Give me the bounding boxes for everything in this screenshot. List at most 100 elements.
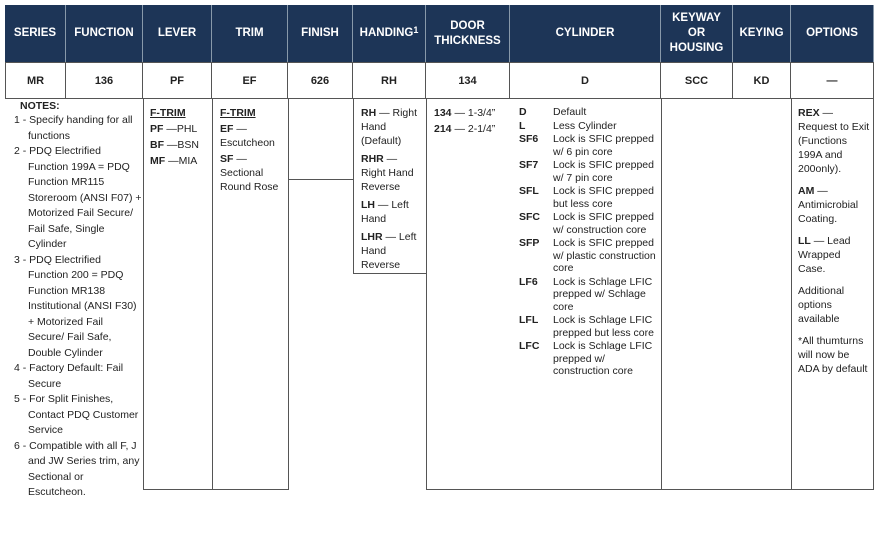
header-cell: TRIM (212, 5, 288, 62)
description: Less Cylinder (553, 119, 617, 132)
code: SFP (519, 237, 540, 249)
description: — Lead Wrapped Case. (798, 235, 851, 275)
description: Lock is SFIC prepped w/ construction cor… (553, 211, 654, 236)
trim-list: F-TRIM EF — Escutcheon SF — Sectional Roun… (220, 106, 286, 196)
cylinder-item: L Less Cylinder (519, 120, 659, 133)
example-cell: MR (5, 62, 66, 99)
code: D (519, 106, 527, 118)
option-item: 134 — 1-3/4” (434, 106, 514, 120)
code: SFL (519, 185, 539, 197)
code: 134 (434, 107, 452, 119)
header-cell: DOOR THICKNESS (426, 5, 510, 62)
description: Lock is SFIC prepped w/ 7 pin core (553, 159, 654, 184)
cylinder-item: SF6 Lock is SFIC prepped w/ 6 pin core (519, 133, 659, 158)
note: 2 - PDQ Electrified Function 199A = PDQ … (14, 145, 142, 250)
description: *All thumturns will now be ADA by defaul… (798, 335, 868, 375)
option-item: RH — Right Hand (Default) (361, 106, 423, 148)
notes: NOTES: 1 - Specify handing for all funct… (14, 99, 142, 501)
header-text: DOOR THICKNESS (434, 19, 501, 47)
door-list: 134 — 1-3/4” 214 — 2-1/4” (434, 106, 514, 138)
cylinder-item: SF7 Lock is SFIC prepped w/ 7 pin core (519, 159, 659, 184)
code: LFC (519, 340, 540, 352)
cylinder-item: SFL Lock is SFIC prepped but less core (519, 185, 659, 210)
cylinder-item: D Default (519, 106, 659, 119)
keying-box (661, 98, 792, 490)
header-cell: FUNCTION (66, 5, 143, 62)
header-cell: KEYWAY OR HOUSING (661, 5, 733, 62)
trim-box (212, 98, 289, 490)
header-cell: FINISH (288, 5, 353, 62)
code: LH (361, 199, 375, 211)
code: BF (150, 139, 164, 151)
description: Lock is SFIC prepped but less core (553, 185, 654, 210)
header-text: KEYING (739, 27, 784, 39)
option-item: MF —MIA (150, 154, 210, 168)
header-text: OPTIONS (806, 27, 858, 39)
option-item: *All thumturns will now be ADA by defaul… (798, 334, 870, 376)
option-item: REX — Request to Exit (Functions 199A an… (798, 106, 870, 176)
finish-box (288, 98, 354, 180)
option-item: EF — Escutcheon (220, 122, 286, 150)
cylinder-item: LF6 Lock is Schlage LFIC prepped w/ Schla… (519, 276, 659, 314)
header-text: HANDING (359, 27, 414, 39)
description: — 2-1/4” (454, 123, 496, 135)
description: Lock is Schlage LFIC prepped w/ Schlage … (553, 275, 653, 313)
cylinder-item: SFC Lock is SFIC prepped w/ construction … (519, 211, 659, 236)
note: 3 - PDQ Electrified Function 200 = PDQ F… (14, 253, 137, 359)
description: Additional options available (798, 285, 845, 325)
example-cell: 626 (288, 62, 353, 99)
example-cell: SCC (661, 62, 733, 99)
cylinder-list: D Default L Less Cylinder SF6 Lock is SFIC pr… (519, 106, 659, 379)
option-item: 214 — 2-1/4” (434, 122, 514, 136)
code: LFL (519, 314, 539, 326)
code: SFC (519, 211, 540, 223)
description: — Right Hand (Default) (361, 107, 418, 147)
header-text: LEVER (157, 27, 197, 39)
handing-list: RH — Right Hand (Default) RHR — Right Han… (361, 106, 423, 276)
code: LL (798, 235, 811, 247)
example-cell: RH (353, 62, 426, 99)
header-cell: CYLINDER (510, 5, 661, 62)
option-item: AM — Antimicrobial Coating. (798, 184, 870, 226)
example-cell: KD (733, 62, 791, 99)
code: LF6 (519, 275, 538, 288)
cylinder-item: SFP Lock is SFIC prepped w/ plastic const… (519, 237, 659, 275)
heading: F-TRIM (220, 107, 256, 119)
code: L (519, 119, 526, 132)
code: 214 (434, 123, 452, 135)
header-text: KEYWAY OR HOUSING (669, 12, 724, 54)
code: SF6 (519, 133, 539, 145)
example-cell: 136 (66, 62, 143, 99)
footnote-mark: 1 (413, 25, 419, 35)
cylinder-item: LFL Lock is Schlage LFIC prepped but less… (519, 314, 659, 339)
option-item: SF — Sectional Round Rose (220, 152, 286, 194)
description: Lock is SFIC prepped w/ 6 pin core (553, 133, 654, 158)
description: — Request to Exit (Functions 199A and 20… (798, 107, 870, 175)
header-cell: KEYING (733, 5, 791, 62)
cylinder-item: LFC Lock is Schlage LFIC prepped w/ const… (519, 340, 659, 378)
description: — Antimicrobial Coating. (798, 185, 859, 225)
option-item: Additional options available (798, 284, 870, 326)
code: EF (220, 123, 234, 135)
description: — 1-3/4” (454, 107, 496, 119)
code: AM (798, 185, 815, 197)
description: Lock is Schlage LFIC prepped w/ construc… (553, 340, 653, 377)
header-cell: HANDING 1 (353, 5, 426, 62)
description: — Right Hand Reverse (361, 153, 414, 193)
code: LHR (361, 231, 383, 243)
header-text: SERIES (13, 27, 57, 39)
code: RHR (361, 153, 384, 165)
heading: F-TRIM (150, 107, 186, 119)
option-item: BF —BSN (150, 138, 210, 152)
description: —BSN (166, 139, 200, 151)
header-text: CYLINDER (555, 27, 615, 39)
code: SF7 (519, 159, 539, 171)
description: — Sectional Round Rose (220, 153, 279, 193)
code: PF (150, 123, 164, 135)
code: SF (220, 153, 234, 165)
header-text: FINISH (301, 27, 339, 39)
description: Lock is SFIC prepped w/ plastic construc… (553, 237, 656, 274)
note: 6 - Compatible with all F, J and JW Seri… (14, 439, 140, 499)
example-cell: — (791, 62, 874, 99)
